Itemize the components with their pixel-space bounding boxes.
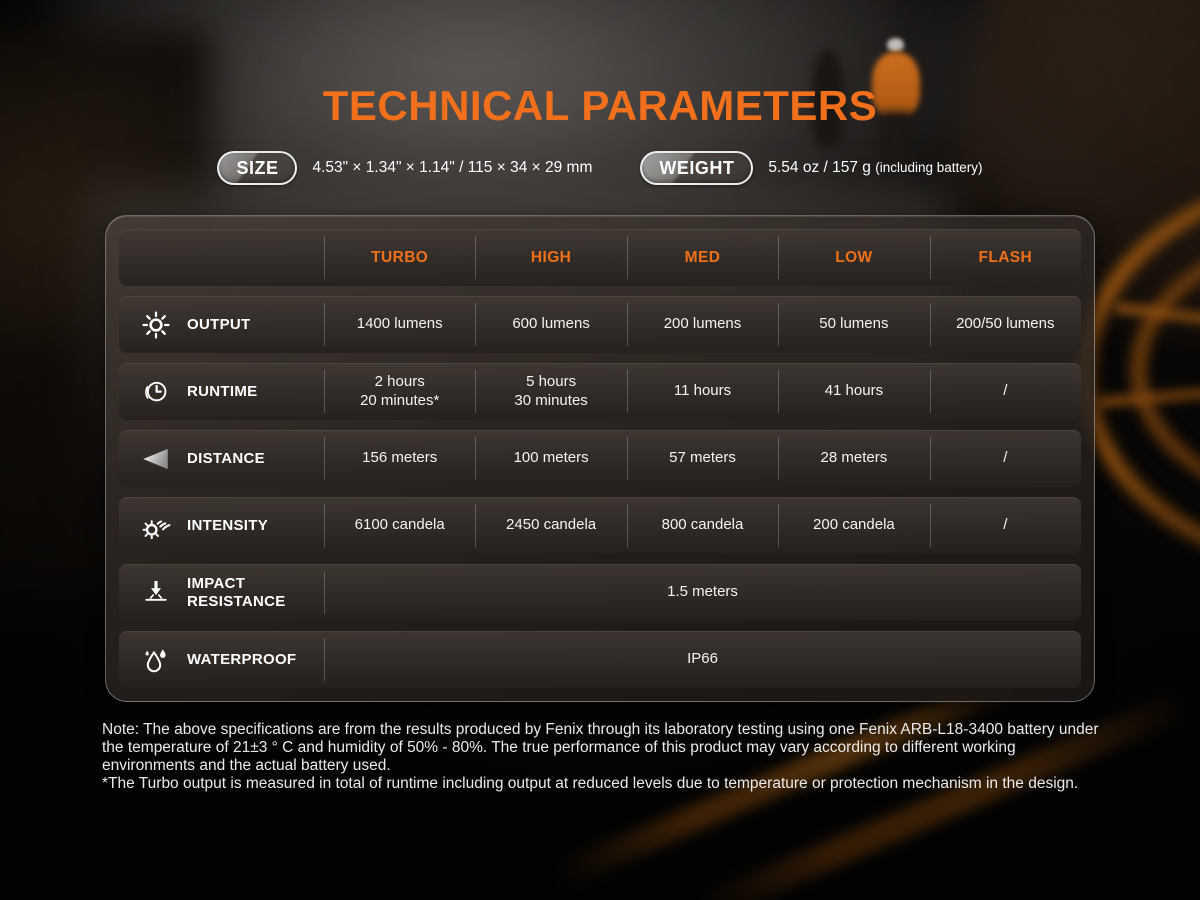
output-label-cell: OUTPUT [119, 296, 324, 353]
table-header-row: TURBO HIGH MED LOW FLASH [119, 229, 1081, 286]
impact-icon [139, 577, 173, 609]
runtime-turbo: 2 hours 20 minutes* [324, 363, 475, 420]
table-row-impact-resistance: IMPACT RESISTANCE 1.5 meters [119, 564, 1081, 621]
footnotes: Note: The above specifications are from … [102, 721, 1106, 793]
output-high: 600 lumens [475, 296, 626, 353]
waterproof-value: IP66 [324, 631, 1081, 688]
waterproof-label-cell: WATERPROOF [119, 631, 324, 688]
intensity-label-cell: INTENSITY [119, 497, 324, 554]
clock-icon [139, 377, 173, 407]
table-row-distance: DISTANCE 156 meters 100 meters 57 meters… [119, 430, 1081, 487]
intensity-turbo: 6100 candela [324, 497, 475, 554]
size-pill-label: SIZE [236, 158, 279, 178]
spec-table: TURBO HIGH MED LOW FLASH [105, 215, 1095, 702]
footnote-main: Note: The above specifications are from … [102, 721, 1099, 774]
table-row-output: OUTPUT 1400 lumens 600 lumens 200 lumens… [119, 296, 1081, 353]
row-label-output: OUTPUT [187, 315, 251, 333]
column-header-med: MED [626, 229, 778, 286]
size-pill: SIZE [217, 151, 298, 185]
row-label-intensity: INTENSITY [187, 516, 269, 534]
distance-low: 28 meters [778, 430, 929, 487]
distance-label-cell: DISTANCE [119, 430, 324, 487]
output-low: 50 lumens [778, 296, 929, 353]
weight-pill-label: WEIGHT [659, 158, 735, 178]
runtime-label-cell: RUNTIME [119, 363, 324, 420]
column-header-flash: FLASH [929, 229, 1081, 286]
intensity-icon [139, 510, 173, 542]
runtime-med: 11 hours [626, 363, 778, 420]
sun-icon [139, 310, 173, 340]
footnote-turbo: *The Turbo output is measured in total o… [102, 774, 1079, 792]
output-turbo: 1400 lumens [324, 296, 475, 353]
row-label-impact: IMPACT RESISTANCE [187, 575, 286, 610]
distance-turbo: 156 meters [324, 430, 475, 487]
distance-flash: / [929, 430, 1081, 487]
runtime-high: 5 hours 30 minutes [475, 363, 626, 420]
weight-value: 5.54 oz / 157 g (including battery) [768, 159, 982, 177]
row-label-waterproof: WATERPROOF [187, 650, 297, 668]
weight-value-suffix: (including battery) [875, 160, 983, 175]
runtime-low: 41 hours [778, 363, 929, 420]
intensity-flash: / [929, 497, 1081, 554]
table-row-waterproof: WATERPROOF IP66 [119, 631, 1081, 688]
weight-value-main: 5.54 oz / 157 g [768, 159, 871, 176]
column-header-high: HIGH [475, 229, 626, 286]
distance-med: 57 meters [626, 430, 778, 487]
output-flash: 200/50 lumens [929, 296, 1081, 353]
weight-pill: WEIGHT [640, 151, 754, 185]
row-label-runtime: RUNTIME [187, 382, 258, 400]
row-label-distance: DISTANCE [187, 449, 265, 467]
size-value: 4.53" × 1.34" × 1.14" / 115 × 34 × 29 mm [312, 159, 593, 176]
beam-icon [139, 444, 173, 474]
intensity-high: 2450 candela [475, 497, 626, 554]
page-title: TECHNICAL PARAMETERS [322, 82, 878, 129]
column-header-low: LOW [778, 229, 929, 286]
output-med: 200 lumens [626, 296, 778, 353]
distance-high: 100 meters [475, 430, 626, 487]
header-empty-cell [119, 229, 324, 286]
table-row-intensity: INTENSITY 6100 candela 2450 candela 800 … [119, 497, 1081, 554]
table-row-runtime: RUNTIME 2 hours 20 minutes* 5 hours 30 m… [119, 363, 1081, 420]
impact-label-cell: IMPACT RESISTANCE [119, 564, 324, 621]
impact-value: 1.5 meters [324, 564, 1081, 621]
waterdrop-icon [139, 644, 173, 676]
intensity-med: 800 candela [626, 497, 778, 554]
runtime-flash: / [929, 363, 1081, 420]
specs-row: SIZE 4.53" × 1.34" × 1.14" / 115 × 34 × … [0, 151, 1200, 185]
intensity-low: 200 candela [778, 497, 929, 554]
column-header-turbo: TURBO [324, 229, 475, 286]
